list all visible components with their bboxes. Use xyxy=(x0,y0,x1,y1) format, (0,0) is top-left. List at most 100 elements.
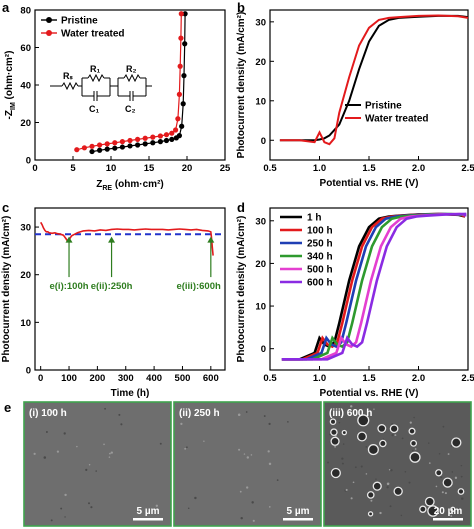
series-line-1 xyxy=(279,14,469,146)
sem-texture-speck xyxy=(51,410,54,414)
sem-texture-speck xyxy=(379,511,382,515)
data-point xyxy=(173,127,179,133)
x-tick-label: 2.0 xyxy=(412,163,425,174)
x-axis-label-sub: RE xyxy=(102,185,112,192)
data-point xyxy=(157,133,163,139)
data-point xyxy=(97,142,103,148)
sem-texture-speck xyxy=(460,475,463,478)
sem-texture-speck xyxy=(382,438,384,440)
panel-letter-e: e xyxy=(4,400,11,415)
sem-image-1: (i) 100 h 5 µm xyxy=(23,401,172,527)
x-tick-label: 2.5 xyxy=(461,373,474,384)
sem-texture-speck xyxy=(350,405,353,408)
sem-texture-speck xyxy=(412,449,414,452)
y-tick-label: 20 xyxy=(255,57,266,68)
sem-texture-speck xyxy=(187,507,190,509)
sem-texture-speck xyxy=(414,448,417,450)
x-tick-label: 0.5 xyxy=(263,373,277,384)
data-point xyxy=(150,140,156,146)
sem-texture-speck xyxy=(370,499,373,502)
sem-pit xyxy=(419,505,427,513)
x-tick-label: 0 xyxy=(32,163,37,174)
annotation-label: e(iii):600h xyxy=(176,281,221,292)
chart-c-stability: 0 100 200 300 400 500 600 0 10 20 30 Time (h) Photoc… xyxy=(1,207,226,399)
x-tick-label: 15 xyxy=(144,163,155,174)
legend-label: Pristine xyxy=(365,101,402,112)
sem-texture-speck xyxy=(389,505,392,508)
sem-pit xyxy=(372,481,382,491)
sem-texture-speck xyxy=(440,476,443,479)
sem-texture-speck xyxy=(118,413,121,416)
legend-label: 600 h xyxy=(307,278,333,289)
circuit-label-r2: R₂ xyxy=(126,64,137,74)
sem-texture-speck xyxy=(63,432,66,435)
sem-texture-speck xyxy=(354,466,357,469)
sem-texture-speck xyxy=(401,437,404,440)
sem-pit xyxy=(389,424,399,434)
sem-texture-speck xyxy=(88,502,90,505)
data-point xyxy=(163,132,170,138)
sem-pit xyxy=(377,424,387,433)
sem-scale-label: 5 µm xyxy=(137,506,160,517)
data-point xyxy=(104,146,110,152)
chart-a-nyquist: 0 5 10 15 20 25 0 20 40 60 80 Pristine Water treated… xyxy=(4,6,231,193)
sem-texture-speck xyxy=(194,496,197,500)
sem-image-3: (iii) 600 h 20 µm xyxy=(323,401,472,527)
y-axis-label-main: -Z xyxy=(4,110,15,119)
sem-texture-speck xyxy=(342,443,345,445)
sem-pit xyxy=(435,469,443,477)
sem-pit xyxy=(410,439,418,447)
sem-texture-speck xyxy=(184,447,187,450)
sem-texture-speck xyxy=(388,469,391,471)
sem-texture-speck xyxy=(365,473,368,475)
sem-texture-speck xyxy=(186,446,188,449)
sem-texture-speck xyxy=(365,446,368,448)
sem-texture-speck xyxy=(56,450,60,453)
annotation-arrow-head xyxy=(207,236,215,243)
sem-texture-speck xyxy=(252,519,255,522)
sem-texture-speck xyxy=(95,470,97,472)
sem-scale-label: 20 µm xyxy=(434,506,463,517)
y-tick-label: 20 xyxy=(20,270,31,281)
sem-texture-speck xyxy=(243,453,246,455)
sem-image-background xyxy=(173,401,322,527)
data-point xyxy=(135,142,141,148)
data-point xyxy=(142,135,148,141)
sem-pit xyxy=(330,467,341,479)
data-point xyxy=(150,134,156,140)
sem-texture-speck xyxy=(428,462,431,464)
data-point xyxy=(176,133,182,139)
sem-texture-speck xyxy=(460,464,463,467)
legend-label: Pristine xyxy=(61,16,98,27)
annotation-arrow-head xyxy=(65,236,73,243)
data-point xyxy=(127,143,133,149)
x-axis-label: ZRE (ohm·cm²) xyxy=(96,179,164,192)
chart-b-lsv: 0.5 1.0 1.5 2.0 2.5 0 10 20 30 Potential vs. RHE … xyxy=(236,9,474,189)
legend-label: 1 h xyxy=(307,213,321,224)
data-point xyxy=(163,137,170,144)
sem-texture-speck xyxy=(404,471,407,473)
legend-label: 250 h xyxy=(307,239,333,250)
y-axis-label: Photocurrent density (mA/cm²) xyxy=(1,216,12,363)
annotation-label: e(ii):250h xyxy=(91,281,133,292)
data-point xyxy=(74,147,80,153)
sem-texture-speck xyxy=(263,415,266,417)
data-point xyxy=(175,116,181,122)
plot-frame xyxy=(269,9,469,161)
sem-texture-speck xyxy=(268,462,272,466)
sem-texture-speck xyxy=(338,421,341,424)
sem-texture-speck xyxy=(327,461,329,464)
sem-texture-speck xyxy=(251,501,254,504)
x-tick-label: 1.5 xyxy=(362,163,376,174)
sem-texture-speck xyxy=(375,478,377,480)
sem-texture-speck xyxy=(245,486,249,489)
sem-pit xyxy=(329,418,337,425)
sem-texture-speck xyxy=(203,440,205,442)
panel-letter-d: d xyxy=(237,200,245,215)
data-point xyxy=(112,145,118,151)
sem-texture-speck xyxy=(180,422,183,426)
legend-swatch-marker xyxy=(46,30,52,36)
data-point xyxy=(81,145,87,151)
legend-label: Water treated xyxy=(365,114,429,125)
sem-pit xyxy=(427,505,439,517)
